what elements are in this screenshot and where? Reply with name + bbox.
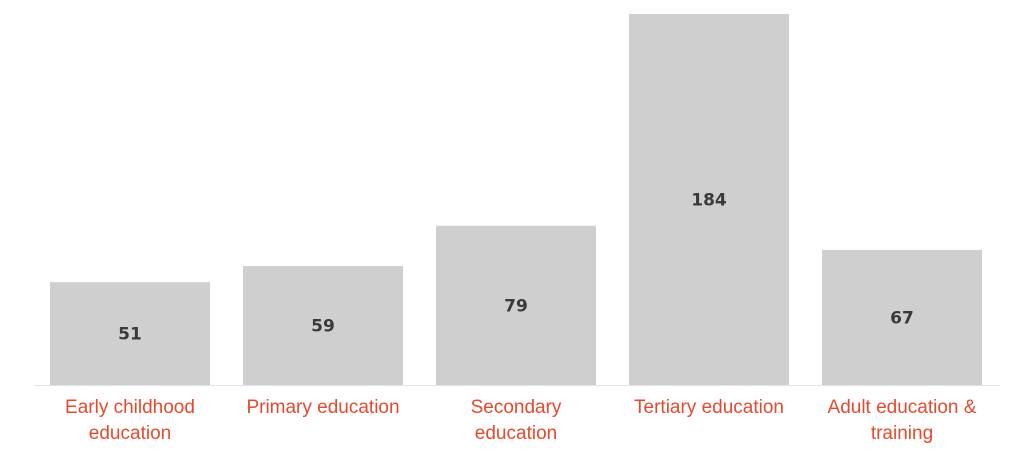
category-label-1: Primary education (246, 397, 399, 418)
category-label-line: Tertiary education (634, 397, 784, 418)
data-label-2: 79 (504, 296, 528, 316)
category-label-2: Secondary education (471, 397, 562, 444)
data-label-0: 51 (118, 325, 142, 345)
bar-3 (629, 14, 789, 385)
category-label-4: Adult education & training (828, 397, 977, 444)
bar-0 (50, 282, 210, 385)
category-label-3: Tertiary education (634, 397, 784, 418)
category-label-line: training (871, 423, 933, 444)
category-label-line: Secondary (471, 397, 562, 418)
data-label-1: 59 (311, 317, 335, 337)
category-label-line: Adult education & (828, 397, 977, 418)
bar-1 (243, 266, 403, 385)
data-label-3: 184 (691, 191, 727, 211)
category-label-line: Early childhood (65, 397, 195, 418)
bar-4 (822, 249, 982, 385)
category-label-line: education (475, 423, 557, 444)
bar-2 (436, 225, 596, 385)
category-labels-group: Early childhood education Primary educatio… (65, 397, 977, 444)
data-label-4: 67 (890, 308, 914, 328)
category-label-line: Primary education (246, 397, 399, 418)
bars-group (50, 14, 982, 385)
category-label-line: education (89, 423, 171, 444)
category-label-0: Early childhood education (65, 397, 195, 444)
data-labels-group: 51 59 79 184 67 (118, 191, 914, 345)
